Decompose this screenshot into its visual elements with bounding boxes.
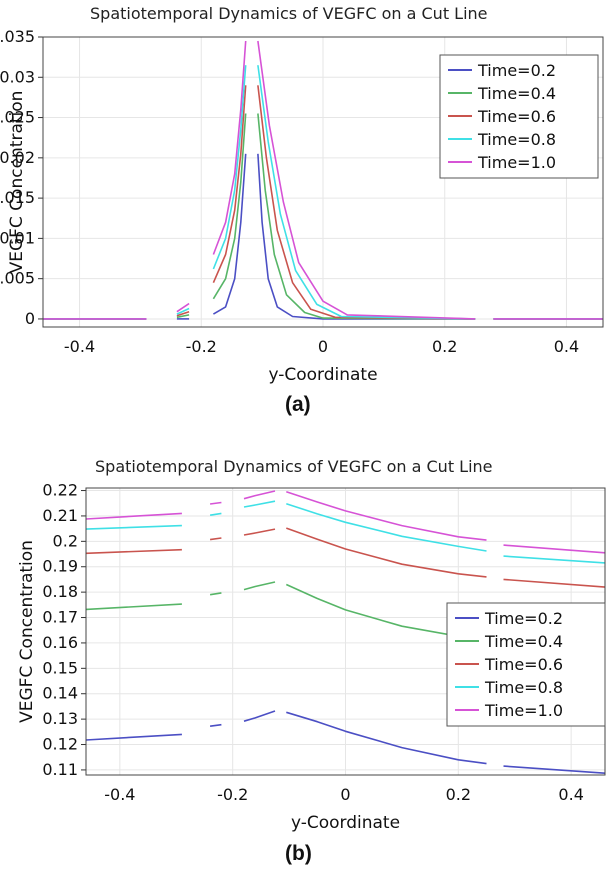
series-line bbox=[243, 500, 276, 508]
series-line bbox=[176, 314, 190, 319]
series-time-0-2 bbox=[85, 710, 606, 774]
chart-title: Spatiotemporal Dynamics of VEGFC on a Cu… bbox=[95, 457, 493, 476]
series-line bbox=[85, 603, 182, 611]
y-tick-label: 0.02 bbox=[0, 148, 35, 167]
x-tick-label: -0.4 bbox=[104, 785, 135, 804]
figure-panel-a: Spatiotemporal Dynamics of VEGFC on a Cu… bbox=[0, 0, 612, 430]
series-line bbox=[209, 592, 222, 596]
y-tick-label: 0.13 bbox=[42, 709, 78, 728]
legend-label: Time=0.6 bbox=[477, 107, 556, 126]
series-line bbox=[85, 524, 182, 530]
y-axis-title: VEGFC Concentration bbox=[7, 91, 27, 274]
series-time-1-0 bbox=[85, 490, 606, 554]
y-tick-label: 0.17 bbox=[42, 608, 78, 627]
y-tick-label: 0.015 bbox=[0, 188, 35, 207]
y-tick-label: 0.11 bbox=[42, 760, 78, 779]
legend-label: Time=0.2 bbox=[484, 609, 563, 628]
x-tick-label: 0.4 bbox=[554, 337, 579, 356]
y-tick-label: 0.12 bbox=[42, 735, 78, 754]
series-line bbox=[212, 153, 247, 315]
series-time-0-6 bbox=[85, 527, 606, 588]
series-line bbox=[85, 512, 182, 520]
series-time-1-0 bbox=[43, 40, 603, 320]
series-line bbox=[286, 711, 487, 765]
series-line bbox=[257, 65, 476, 320]
series-line bbox=[243, 528, 276, 536]
chart-a-svg: -0.4 -0.2 0 0.2 0.4 0 0.005 0.01 0.015 0.02 0.025 0… bbox=[0, 27, 604, 385]
chart-b-svg: -0.4 -0.2 0 0.2 0.4 0.11 0.12 0.13 0.14 0.15 0.16 0… bbox=[17, 481, 606, 833]
y-tick-label: 0.005 bbox=[0, 269, 35, 288]
y-tick-label: 0 bbox=[25, 309, 35, 328]
x-axis-title: y-Coordinate bbox=[268, 365, 377, 385]
series-line bbox=[209, 723, 222, 727]
y-tick-label: 0.025 bbox=[0, 108, 35, 127]
series-line bbox=[243, 710, 276, 722]
legend-label: Time=1.0 bbox=[477, 153, 556, 172]
series-line bbox=[257, 113, 476, 320]
series-line bbox=[209, 501, 222, 505]
x-tick-label: 0.2 bbox=[446, 785, 471, 804]
series-time-0-8 bbox=[85, 500, 606, 564]
legend-label: Time=0.2 bbox=[477, 61, 556, 80]
series-line bbox=[257, 40, 476, 320]
series-line bbox=[176, 302, 190, 313]
legend-label: Time=0.8 bbox=[477, 130, 556, 149]
panel-label-b: (b) bbox=[285, 842, 312, 865]
series-line bbox=[176, 310, 190, 317]
figure-panel-b: Spatiotemporal Dynamics of VEGFC on a Cu… bbox=[0, 450, 612, 875]
series-line bbox=[212, 40, 247, 255]
y-tick-label: 0.21 bbox=[42, 506, 78, 525]
axes-frame bbox=[42, 36, 604, 328]
x-tick-label: -0.2 bbox=[186, 337, 217, 356]
y-tick-label: 0.01 bbox=[0, 228, 35, 247]
series-line bbox=[286, 527, 487, 578]
y-tick-label: 0.19 bbox=[42, 557, 78, 576]
series-line bbox=[209, 512, 222, 516]
chart-title: Spatiotemporal Dynamics of VEGFC on a Cu… bbox=[90, 4, 488, 23]
y-tick-label: 0.2 bbox=[53, 531, 78, 550]
series-line bbox=[85, 733, 182, 741]
legend-label: Time=0.4 bbox=[484, 632, 563, 651]
series-line bbox=[286, 502, 487, 552]
series-line bbox=[503, 555, 606, 564]
series-line bbox=[212, 65, 247, 270]
y-tick-label: 0.14 bbox=[42, 684, 78, 703]
panel-label-a: (a) bbox=[285, 393, 311, 416]
series-line bbox=[209, 537, 222, 541]
x-tick-label: 0 bbox=[318, 337, 328, 356]
legend-label: Time=0.8 bbox=[484, 678, 563, 697]
series-line bbox=[243, 581, 276, 591]
series-line bbox=[176, 307, 190, 315]
y-tick-label: 0.035 bbox=[0, 27, 35, 46]
x-tick-label: 0.4 bbox=[558, 785, 583, 804]
x-tick-label: 0.2 bbox=[432, 337, 457, 356]
legend-label: Time=0.4 bbox=[477, 84, 556, 103]
y-tick-label: 0.15 bbox=[42, 658, 78, 677]
series-line bbox=[243, 490, 276, 500]
legend-label: Time=1.0 bbox=[484, 701, 563, 720]
series-line bbox=[503, 765, 606, 774]
series-line bbox=[212, 85, 247, 284]
legend-label: Time=0.6 bbox=[484, 655, 563, 674]
legend: Time=0.2 Time=0.4 Time=0.6 Time=0.8 Time=1.0 bbox=[439, 54, 599, 179]
legend: Time=0.2 Time=0.4 Time=0.6 Time=0.8 Time=1.0 bbox=[446, 602, 606, 727]
x-tick-label: -0.2 bbox=[217, 785, 248, 804]
series-line bbox=[85, 548, 182, 555]
y-tick-label: 0.16 bbox=[42, 633, 78, 652]
series-line bbox=[503, 544, 606, 554]
series-line bbox=[503, 578, 606, 588]
series-line bbox=[286, 491, 487, 541]
y-tick-label: 0.18 bbox=[42, 582, 78, 601]
y-axis-title: VEGFC Concentration bbox=[17, 540, 37, 723]
series-line bbox=[212, 113, 247, 300]
x-axis-title: y-Coordinate bbox=[291, 813, 400, 833]
series-line bbox=[257, 85, 476, 320]
x-tick-label: -0.4 bbox=[64, 337, 95, 356]
y-tick-label: 0.03 bbox=[0, 67, 35, 86]
x-tick-label: 0 bbox=[340, 785, 350, 804]
y-tick-label: 0.22 bbox=[42, 481, 78, 500]
